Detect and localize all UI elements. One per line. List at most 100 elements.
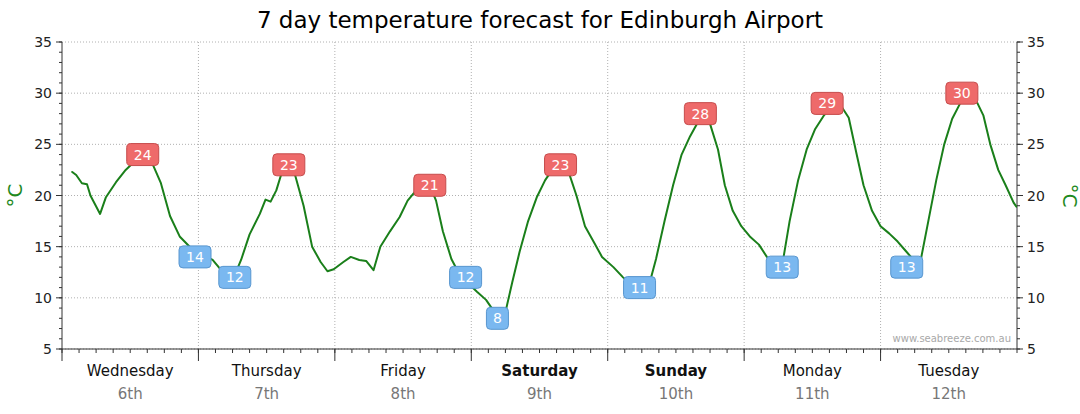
y-axis-label: °C: [3, 184, 27, 208]
tick: [1017, 42, 1023, 43]
minor-tick: [1017, 134, 1020, 135]
minor-tick: [59, 215, 62, 216]
minor-tick: [59, 175, 62, 176]
tick: [1017, 93, 1023, 94]
day-label: Tuesday: [917, 362, 979, 380]
tick-label: 25: [34, 136, 52, 152]
minor-tick: [300, 349, 301, 353]
tick-label: 25: [1027, 136, 1045, 152]
credit: www.seabreeze.com.au: [893, 333, 1011, 344]
minor-tick: [1017, 287, 1020, 288]
max-label: 21: [414, 174, 446, 196]
annotation-box: [766, 256, 798, 278]
minor-tick: [1017, 164, 1020, 165]
annotation-box: [414, 174, 446, 196]
tick-label: 5: [1027, 341, 1036, 357]
minor-tick: [1017, 328, 1020, 329]
minor-tick: [1017, 113, 1020, 114]
minor-tick: [59, 164, 62, 165]
grid-line: [62, 297, 1017, 298]
minor-tick: [1017, 82, 1020, 83]
minor-tick: [1017, 318, 1020, 319]
minor-tick: [931, 349, 932, 353]
max-label: 24: [127, 144, 159, 166]
min-label: 8: [486, 307, 508, 329]
minor-tick: [59, 154, 62, 155]
minor-tick: [420, 349, 421, 353]
minor-tick: [79, 349, 80, 353]
annotation-text: 23: [552, 157, 570, 173]
minor-tick: [59, 123, 62, 124]
minor-tick: [59, 72, 62, 73]
minor-tick: [1017, 256, 1020, 257]
min-label: 13: [766, 256, 798, 278]
minor-tick: [965, 349, 966, 353]
minor-tick: [982, 349, 983, 353]
grid-line: [471, 42, 472, 349]
y2-axis-label: °C: [1058, 184, 1080, 208]
minor-tick: [692, 349, 693, 353]
tick-label: 35: [34, 34, 52, 50]
annotation-text: 14: [186, 249, 204, 265]
minor-tick: [1017, 123, 1020, 124]
minor-tick: [181, 349, 182, 353]
annotation-box: [545, 154, 577, 176]
minor-tick: [1017, 215, 1020, 216]
date-label: 9th: [527, 385, 552, 403]
annotation-box: [450, 266, 482, 288]
tick-label: 5: [43, 341, 52, 357]
tick: [56, 93, 62, 94]
minor-tick: [113, 349, 114, 353]
minor-tick: [1017, 175, 1020, 176]
day-label: Wednesday: [87, 362, 174, 380]
minor-tick: [266, 349, 267, 353]
minor-tick: [488, 349, 489, 353]
minor-tick: [1017, 338, 1020, 339]
minor-tick: [59, 62, 62, 63]
grid-line: [198, 42, 199, 349]
tick: [1017, 297, 1023, 298]
minor-tick: [1017, 72, 1020, 73]
minor-tick: [1017, 205, 1020, 206]
minor-tick: [59, 318, 62, 319]
grid-line: [880, 42, 881, 349]
minor-tick: [590, 349, 591, 353]
annotation-box: [179, 246, 211, 268]
minor-tick: [522, 349, 523, 353]
annotation-text: 23: [280, 157, 298, 173]
minor-tick: [914, 349, 915, 353]
minor-tick: [403, 349, 404, 353]
tick: [56, 297, 62, 298]
minor-tick: [641, 349, 642, 353]
minor-tick: [897, 349, 898, 353]
annotation-box: [127, 144, 159, 166]
day-separator: [880, 349, 881, 361]
minor-tick: [846, 349, 847, 353]
day-separator: [607, 349, 608, 361]
annotation-text: 21: [421, 177, 439, 193]
min-label: 14: [179, 246, 211, 268]
annotation-text: 13: [898, 259, 916, 275]
date-label: 10th: [659, 385, 693, 403]
minor-tick: [59, 185, 62, 186]
minor-tick: [863, 349, 864, 353]
minor-tick: [795, 349, 796, 353]
title: 7 day temperature forecast for Edinburgh…: [257, 7, 823, 33]
max-label: 29: [811, 92, 843, 114]
min-label: 12: [450, 266, 482, 288]
annotation-box: [946, 82, 978, 104]
minor-tick: [556, 349, 557, 353]
tick: [56, 144, 62, 145]
date-label: 6th: [118, 385, 143, 403]
max-label: 28: [684, 103, 716, 125]
tick: [1017, 144, 1023, 145]
max-label: 23: [545, 154, 577, 176]
tick-label: 35: [1027, 34, 1045, 50]
annotation-text: 8: [493, 310, 502, 326]
day-label: Sunday: [645, 362, 708, 380]
minor-tick: [999, 349, 1000, 353]
tick-label: 15: [1027, 239, 1045, 255]
minor-tick: [59, 287, 62, 288]
minor-tick: [1017, 154, 1020, 155]
minor-tick: [1017, 185, 1020, 186]
